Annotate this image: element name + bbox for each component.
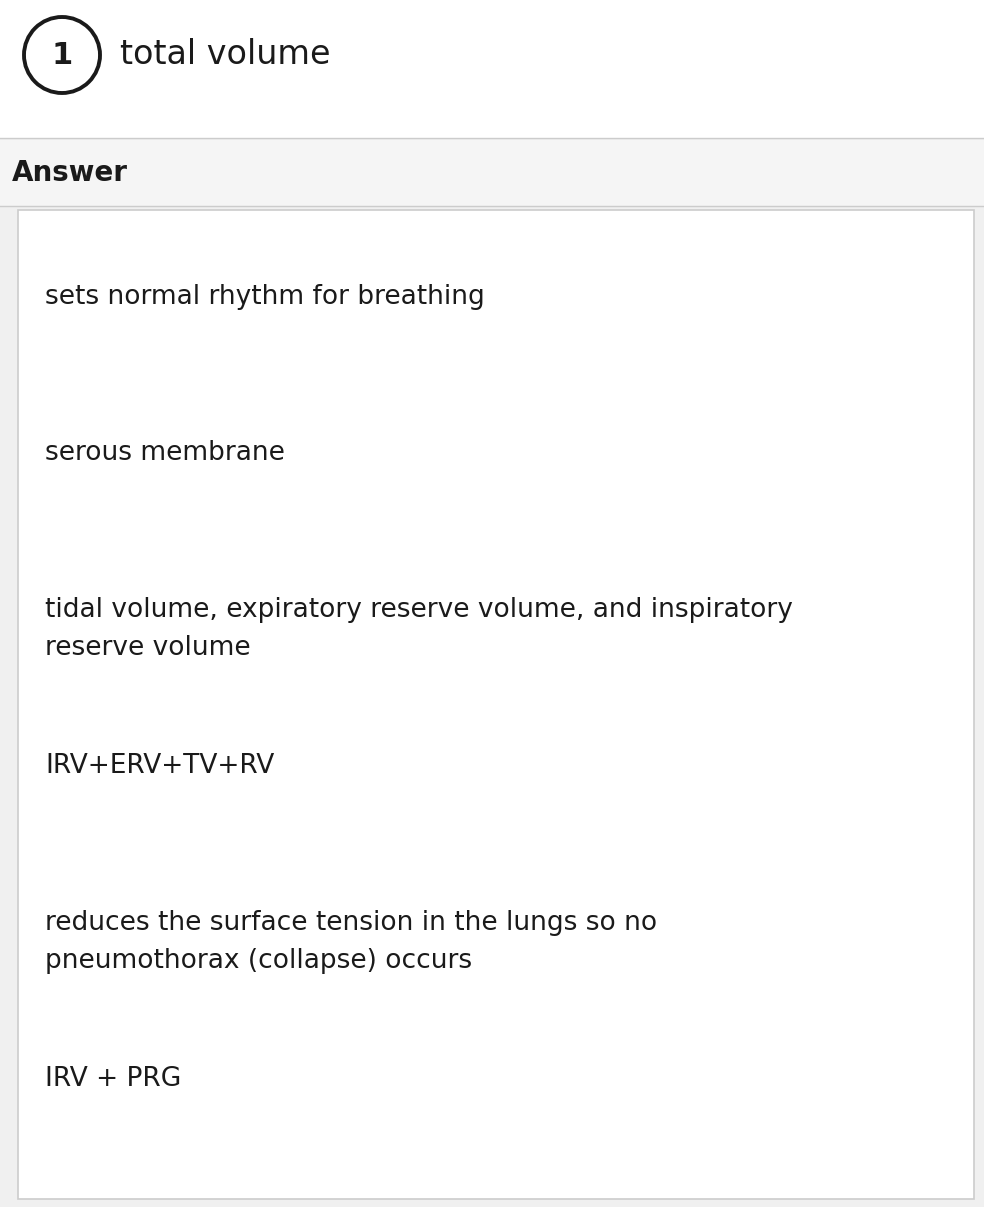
Bar [0,0,984,138]
Text: serous membrane: serous membrane [45,441,285,466]
FancyBboxPatch shape [18,210,974,1199]
Circle shape [24,17,100,93]
Text: total volume: total volume [120,39,331,71]
Text: IRV + PRG: IRV + PRG [45,1066,181,1092]
Text: tidal volume, expiratory reserve volume, and inspiratory
reserve volume: tidal volume, expiratory reserve volume,… [45,596,793,660]
Text: 1: 1 [51,41,73,70]
Text: Answer: Answer [12,159,128,187]
Text: sets normal rhythm for breathing: sets normal rhythm for breathing [45,284,485,310]
Text: reduces the surface tension in the lungs so no
pneumothorax (collapse) occurs: reduces the surface tension in the lungs… [45,910,657,974]
Bar [0,140,984,206]
Text: IRV+ERV+TV+RV: IRV+ERV+TV+RV [45,753,275,780]
